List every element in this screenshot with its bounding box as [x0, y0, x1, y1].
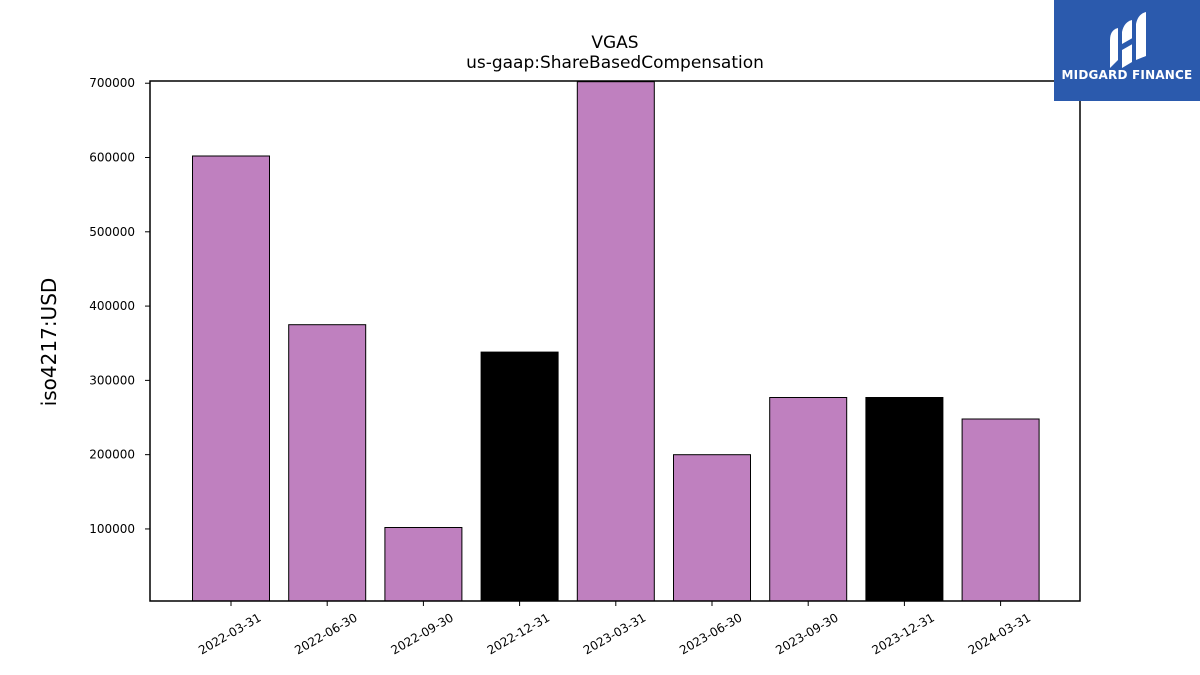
- chart-title: VGAS: [591, 33, 638, 53]
- x-tick-label: 2024-03-31: [966, 610, 1033, 657]
- x-tick-label: 2022-12-31: [485, 610, 552, 657]
- bar-2022-03-31: [192, 155, 270, 602]
- x-tick-label: 2022-06-30: [292, 610, 359, 657]
- bar-2022-06-30: [288, 324, 367, 602]
- bar-2023-06-30: [673, 454, 751, 602]
- x-tick-label: 2022-09-30: [388, 610, 455, 657]
- x-axis: 2022-03-31 2022-06-30 2022-09-30 2022-12-31…: [196, 601, 1033, 657]
- bar-2022-09-30: [384, 527, 463, 602]
- x-tick-label: 2023-06-30: [677, 610, 744, 657]
- y-tick-label: 400000: [89, 299, 135, 313]
- x-tick-label: 2023-09-30: [773, 610, 840, 657]
- bars-group: [192, 81, 1040, 602]
- y-axis-label: iso4217:USD: [37, 278, 61, 407]
- y-tick-label: 700000: [89, 76, 135, 90]
- bar-2023-12-31: [865, 397, 944, 602]
- bar-2022-12-31: [480, 351, 559, 602]
- bar-2024-03-31: [961, 418, 1040, 602]
- plot-frame: [149, 80, 1081, 602]
- bar-2023-09-30: [769, 397, 848, 602]
- x-tick-label: 2022-03-31: [196, 610, 263, 657]
- midgard-logo-text: MIDGARD FINANCE: [1061, 68, 1193, 82]
- midgard-logo-icon: [1110, 12, 1146, 68]
- y-tick-label: 300000: [89, 373, 135, 387]
- bar-2023-03-31: [576, 81, 655, 602]
- y-axis: 100000 200000 300000 400000 500000 600000 7000…: [89, 76, 150, 536]
- y-tick-label: 200000: [89, 448, 135, 462]
- y-tick-label: 600000: [89, 151, 135, 165]
- y-tick-label: 500000: [89, 225, 135, 239]
- y-tick-label: 100000: [89, 522, 135, 536]
- midgard-logo: MIDGARD FINANCE: [1054, 0, 1200, 101]
- x-tick-label: 2023-03-31: [581, 610, 648, 657]
- chart-subtitle: us-gaap:ShareBasedCompensation: [466, 53, 764, 73]
- x-tick-label: 2023-12-31: [869, 610, 936, 657]
